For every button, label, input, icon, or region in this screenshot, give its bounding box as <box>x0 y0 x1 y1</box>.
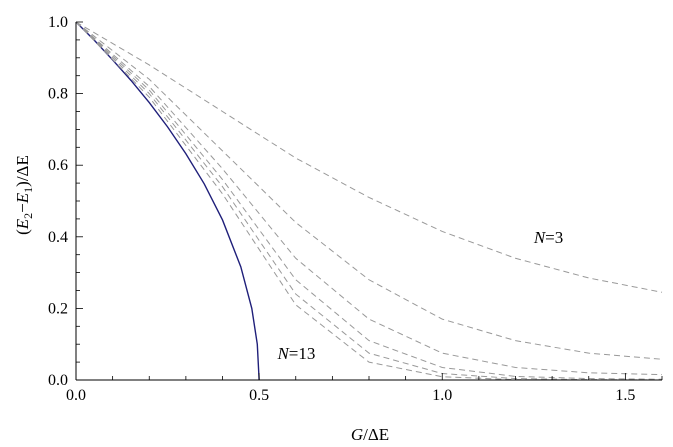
y-tick-label: 0.4 <box>48 229 68 246</box>
series-dashed-line-4 <box>75 21 663 380</box>
y-tick-label: 0.2 <box>48 300 68 317</box>
series-solid-line <box>75 21 260 381</box>
y-tick-label: 0.6 <box>48 157 68 174</box>
x-tick-label: 0.0 <box>66 387 86 404</box>
y-tick-label: 0.8 <box>48 86 68 103</box>
series-dashed-line-3 <box>75 21 663 376</box>
y-tick-label: 0.0 <box>48 372 68 389</box>
annotation-n13: N=13 <box>276 344 315 363</box>
series-dashed-line-5 <box>75 21 663 381</box>
y-tick-label: 1.0 <box>48 14 68 31</box>
series-dashed-line-2 <box>75 21 663 360</box>
x-tick-label: 0.5 <box>249 387 269 404</box>
axes: 0.0 0.5 1.0 1.5 0.0 0.2 0.4 0.6 0.8 1.0 <box>48 14 663 404</box>
series-dashed-line-6 <box>75 21 662 381</box>
x-axis-title: G/ΔE <box>351 425 389 444</box>
series-dashed-line-1 <box>75 21 663 293</box>
x-tick-label: 1.0 <box>432 387 452 404</box>
annotation-n3: N=3 <box>533 228 563 247</box>
plot-area <box>75 21 663 381</box>
y-axis-title: (E2−E1)/ΔE <box>13 155 35 235</box>
x-tick-label: 1.5 <box>615 387 635 404</box>
